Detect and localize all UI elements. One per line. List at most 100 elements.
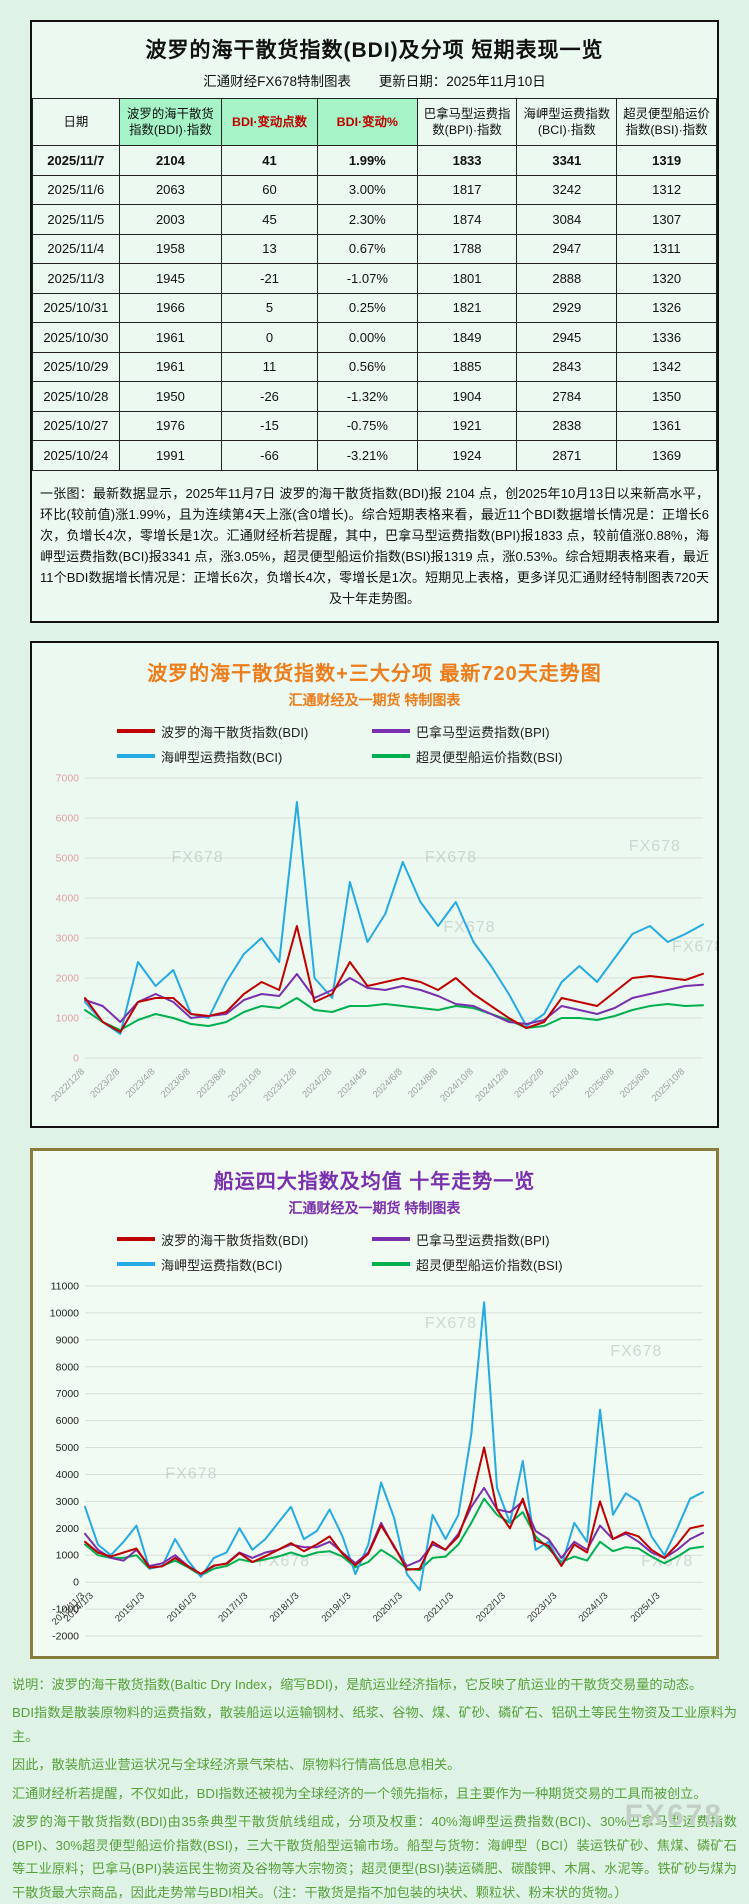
svg-text:FX678: FX678 [610,1343,662,1360]
svg-text:5000: 5000 [55,852,79,864]
svg-text:2023/10/8: 2023/10/8 [226,1066,264,1104]
legend-label: 巴拿马型运费指数(BPI) [416,1232,550,1248]
note-line: 说明：波罗的海干散货指数(Baltic Dry Index，缩写BDI)，是航运… [12,1676,703,1692]
legend-swatch-icon [372,754,410,759]
table-row: 2025/11/3 1945 -21 -1.07% 1801 2888 1320 [32,263,717,294]
table-cell: 2063 [118,174,223,205]
svg-text:FX678: FX678 [672,938,717,955]
table-cell: 2945 [516,322,618,353]
trend-10y-section: 船运四大指数及均值 十年走势一览 汇通财经及一期货 特制图表 波罗的海干散货指数… [30,1147,719,1659]
legend-label: 巴拿马型运费指数(BPI) [416,724,550,740]
chart-720d-title: 波罗的海干散货指数+三大分项 最新720天走势图 [147,662,602,685]
table-cell: -26 [221,381,318,412]
table-cell: 2025/10/24 [32,440,120,471]
table-cell: 2025/10/29 [32,351,120,382]
chart-10y-legend: 波罗的海干散货指数(BDI) 巴拿马型运费指数(BPI) 海岬型运费指数(BCI) 超… [117,1230,632,1274]
table-cell: 41 [221,145,318,176]
table-cell: 1817 [416,174,518,205]
table-cell: 2104 [118,145,223,176]
svg-text:2022/12/8: 2022/12/8 [49,1066,87,1104]
svg-text:-2000: -2000 [52,1630,79,1642]
table-cell: 1991 [118,440,223,471]
trend-720d-section: 波罗的海干散货指数+三大分项 最新720天走势图 汇通财经及一期货 特制图表 波… [30,640,719,1128]
svg-text:2023/2/8: 2023/2/8 [88,1066,122,1100]
table-cell: 1821 [416,292,518,323]
table-cell: 1361 [616,410,717,441]
table-row: 2025/10/24 1991 -66 -3.21% 1924 2871 1369 [32,440,717,471]
svg-text:0: 0 [73,1052,79,1064]
chart-10y-title: 船运四大指数及均值 十年走势一览 [213,1170,536,1193]
table-cell: 0.25% [316,292,418,323]
svg-text:2025/10/8: 2025/10/8 [649,1066,687,1104]
table-cell: 45 [221,204,318,235]
svg-text:2023/6/8: 2023/6/8 [158,1066,192,1100]
column-header: 日期 [32,98,120,146]
table-cell: 2947 [516,233,618,264]
svg-text:FX678: FX678 [628,838,680,855]
svg-text:3000: 3000 [56,1496,80,1508]
svg-text:3000: 3000 [55,932,79,944]
column-header: 海岬型运费指数(BCI)·指数 [516,98,618,146]
chart-10y-subtitle: 汇通财经及一期货 特制图表 [288,1199,461,1216]
column-header: 超灵便型船运价指数(BSI)·指数 [616,98,717,146]
short-term-table-section: 波罗的海干散货指数(BDI)及分项 短期表现一览 汇通财经FX678特制图表 更… [30,20,719,623]
table-cell: 13 [221,233,318,264]
table-cell: 2025/11/5 [32,204,120,235]
table-cell: 2838 [516,410,618,441]
legend-label: 超灵便型船运价指数(BSI) [416,1257,563,1273]
table-cell: 1307 [616,204,717,235]
table-cell: 1833 [416,145,518,176]
table-row: 2025/10/29 1961 11 0.56% 1885 2843 1342 [32,351,717,382]
svg-text:2023/12/8: 2023/12/8 [261,1066,299,1104]
table-cell: 1924 [416,440,518,471]
legend-swatch-icon [117,754,155,759]
svg-text:5000: 5000 [56,1442,80,1454]
table-cell: 2025/10/27 [32,410,120,441]
table-cell: 3242 [516,174,618,205]
svg-text:1000: 1000 [56,1549,80,1561]
svg-text:2025/4/8: 2025/4/8 [547,1066,581,1100]
svg-text:4000: 4000 [56,1469,80,1481]
table-row: 2025/10/27 1976 -15 -0.75% 1921 2838 1361 [32,410,717,441]
table-cell: 2025/10/30 [32,322,120,353]
svg-text:2023/1/3: 2023/1/3 [525,1590,559,1624]
table-cell: 1966 [118,292,223,323]
svg-text:10000: 10000 [50,1307,79,1319]
chart-10y-canvas: -2000 -1000 0 1000 2000 3000 4000 5000 6000 7000 8… [50,1280,704,1642]
table-cell: 1801 [416,263,518,294]
table-title: 波罗的海干散货指数(BDI)及分项 短期表现一览 [145,39,604,62]
column-header: BDI·变动点数 [221,98,318,146]
table-cell: 1350 [616,381,717,412]
table-cell: 1342 [616,351,717,382]
table-cell: 3084 [516,204,618,235]
svg-text:2018/1/3: 2018/1/3 [268,1590,302,1624]
table-cell: 3.00% [316,174,418,205]
svg-text:2017/1/3: 2017/1/3 [216,1590,250,1624]
svg-text:2024/6/8: 2024/6/8 [370,1066,404,1100]
table-cell: 1369 [616,440,717,471]
table-cell: 1904 [416,381,518,412]
table-cell: 0 [221,322,318,353]
svg-text:2019/1/3: 2019/1/3 [320,1590,354,1624]
legend-item: 超灵便型船运价指数(BSI) [372,747,627,766]
table-cell: -3.21% [316,440,418,471]
table-cell: 1319 [616,145,717,176]
column-header: 波罗的海干散货指数(BDI)·指数 [118,98,223,146]
table-row: 2025/10/31 1966 5 0.25% 1821 2929 1326 [32,292,717,323]
svg-text:11000: 11000 [51,1280,80,1292]
svg-text:2021/1/3: 2021/1/3 [422,1590,456,1624]
svg-text:FX678: FX678 [443,919,495,936]
table-cell: 2003 [118,204,223,235]
table-cell: 11 [221,351,318,382]
table-cell: 2843 [516,351,618,382]
svg-text:FX678: FX678 [165,1465,217,1482]
legend-label: 海岬型运费指数(BCI) [161,749,283,765]
legend-swatch-icon [117,1237,155,1242]
table-subtitle: 汇通财经FX678特制图表 更新日期：2025年11月10日 [32,70,717,90]
legend-label: 波罗的海干散货指数(BDI) [161,1232,309,1248]
column-header: 巴拿马型运费指数(BPI)·指数 [416,98,518,146]
table-cell: 0.67% [316,233,418,264]
table-cell: 1336 [616,322,717,353]
table-cell: 2025/11/3 [32,263,120,294]
